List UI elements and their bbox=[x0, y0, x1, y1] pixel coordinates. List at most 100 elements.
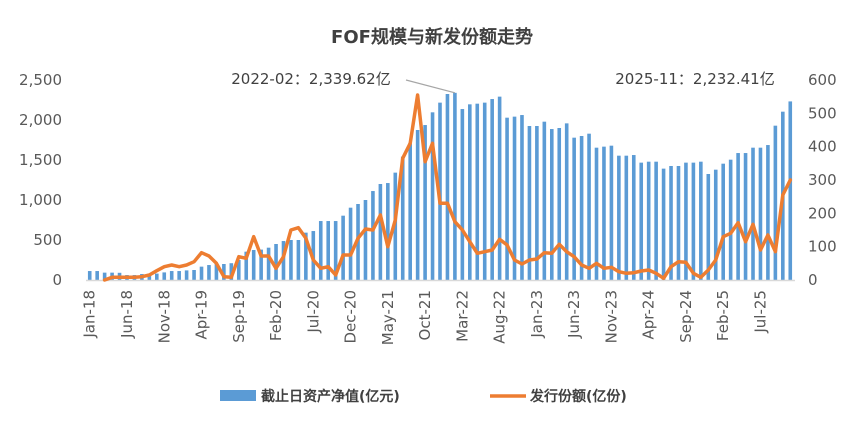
x-tick-label: Nov-18 bbox=[155, 290, 173, 343]
bar bbox=[341, 215, 345, 280]
x-tick-label: Jun-23 bbox=[565, 290, 583, 339]
x-tick-label: Sep-19 bbox=[230, 290, 248, 343]
bar bbox=[155, 273, 159, 280]
bar bbox=[728, 159, 733, 280]
bar bbox=[378, 184, 383, 280]
bar bbox=[415, 130, 420, 280]
bar bbox=[609, 145, 614, 280]
bar bbox=[646, 161, 651, 280]
bar bbox=[520, 115, 524, 280]
bar bbox=[423, 125, 427, 280]
bar bbox=[564, 123, 569, 280]
bar bbox=[333, 221, 338, 280]
x-tick-label: Jun-18 bbox=[118, 290, 136, 339]
bar bbox=[266, 247, 271, 280]
bar bbox=[214, 264, 219, 280]
bar bbox=[490, 99, 494, 280]
bar bbox=[766, 145, 770, 280]
bar bbox=[743, 153, 748, 280]
bar bbox=[453, 92, 457, 280]
bar bbox=[542, 121, 547, 281]
bar bbox=[371, 191, 375, 280]
bar bbox=[773, 125, 778, 281]
y-right-tick-label: 400 bbox=[808, 138, 837, 156]
bar bbox=[631, 155, 636, 280]
bar bbox=[147, 273, 152, 280]
bar bbox=[222, 264, 226, 280]
legend-bar-label: 截止日资产净值(亿元) bbox=[261, 388, 400, 405]
y-left-tick-label: 500 bbox=[33, 231, 62, 249]
bar bbox=[497, 96, 502, 280]
y-right-tick-label: 200 bbox=[808, 204, 837, 222]
legend: 截止日资产净值(亿元) 发行份额(亿份) bbox=[220, 388, 627, 405]
bar bbox=[654, 161, 658, 280]
bar bbox=[274, 244, 278, 280]
x-tick-label: Mar-22 bbox=[453, 290, 471, 342]
bar bbox=[549, 129, 554, 280]
x-tick-label: Jul-20 bbox=[304, 290, 322, 334]
y-left-tick-label: 0 bbox=[52, 271, 62, 289]
y-right-tick-label: 600 bbox=[808, 71, 837, 89]
annotation-peak: 2022-02：2,339.62亿 bbox=[231, 70, 390, 88]
bar bbox=[736, 153, 740, 280]
bar bbox=[244, 251, 249, 280]
bar bbox=[304, 232, 308, 280]
bar bbox=[639, 162, 644, 280]
chart-title: FOF规模与新发份额走势 bbox=[331, 26, 533, 48]
bar bbox=[475, 103, 480, 281]
bar bbox=[557, 128, 562, 280]
bar bbox=[535, 126, 539, 280]
legend-bar-swatch bbox=[220, 390, 256, 401]
bar bbox=[460, 109, 465, 280]
bar bbox=[348, 207, 353, 280]
x-tick-label: Feb-25 bbox=[714, 290, 732, 341]
bar bbox=[289, 240, 293, 280]
bar bbox=[207, 265, 211, 280]
bar bbox=[326, 221, 331, 280]
bar bbox=[505, 117, 509, 281]
y-right-tick-label: 500 bbox=[808, 104, 837, 122]
bar bbox=[177, 271, 181, 280]
bar bbox=[512, 116, 517, 280]
line-series bbox=[102, 93, 793, 282]
x-tick-label: Jan-18 bbox=[81, 290, 99, 339]
y-left-tick-label: 1,000 bbox=[19, 191, 62, 209]
bar bbox=[579, 136, 584, 280]
y-right-tick-label: 100 bbox=[808, 238, 837, 256]
bar bbox=[527, 126, 532, 280]
bar bbox=[408, 142, 412, 280]
bar bbox=[706, 174, 711, 280]
bar bbox=[684, 162, 688, 280]
bar bbox=[95, 271, 99, 280]
y-left-tick-label: 2,500 bbox=[19, 71, 62, 89]
bar bbox=[251, 250, 256, 280]
bar bbox=[602, 146, 606, 280]
y-right-tick-label: 0 bbox=[808, 271, 818, 289]
bar bbox=[102, 272, 107, 280]
bar bbox=[281, 241, 286, 280]
x-tick-label: Sep-24 bbox=[677, 290, 695, 343]
bar bbox=[87, 271, 92, 280]
bar bbox=[400, 156, 405, 280]
bar bbox=[184, 270, 189, 280]
bar bbox=[713, 169, 718, 280]
bar bbox=[199, 266, 204, 280]
bar bbox=[758, 147, 763, 280]
x-tick-label: Feb-20 bbox=[267, 290, 285, 341]
x-tick-label: Apr-19 bbox=[193, 290, 211, 340]
bar bbox=[445, 94, 450, 280]
bar bbox=[259, 249, 263, 280]
bar bbox=[721, 163, 725, 280]
bar bbox=[236, 260, 241, 280]
bar bbox=[788, 101, 793, 281]
right-axis-ticks: 0 100 200 300 400 500 600 bbox=[808, 71, 837, 289]
x-tick-label: Jul-25 bbox=[751, 290, 769, 334]
bar bbox=[169, 271, 174, 280]
x-tick-label: Nov-23 bbox=[602, 290, 620, 343]
bar bbox=[699, 161, 703, 280]
bar bbox=[229, 263, 234, 280]
bar bbox=[587, 133, 591, 280]
annotation-latest: 2025-11：2,232.41亿 bbox=[615, 70, 774, 88]
legend-line-label: 发行份额(亿份) bbox=[529, 388, 627, 405]
bar bbox=[386, 183, 390, 280]
